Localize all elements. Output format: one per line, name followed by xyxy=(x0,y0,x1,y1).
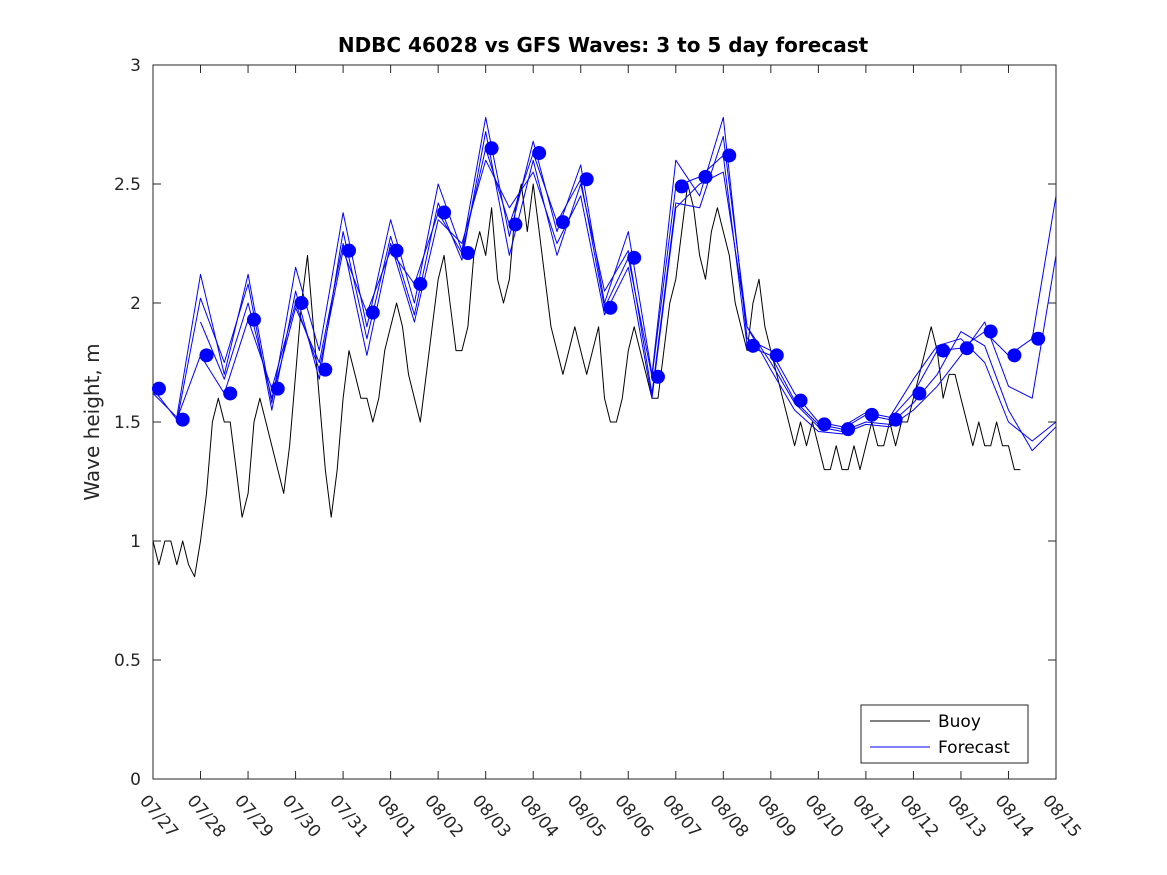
x-tick-label: 07/30 xyxy=(278,791,325,841)
forecast-marker xyxy=(746,338,761,353)
forecast-marker xyxy=(603,300,618,315)
forecast-marker xyxy=(912,386,927,401)
forecast-marker xyxy=(294,296,309,310)
x-tick-label: 08/03 xyxy=(468,791,515,841)
series-line-forecast-2 xyxy=(152,116,1057,442)
forecast-marker xyxy=(342,243,357,258)
x-tick-label: 08/14 xyxy=(991,791,1038,841)
x-tick-label: 07/29 xyxy=(230,791,277,841)
x-tick-label: 08/07 xyxy=(658,791,705,841)
forecast-marker xyxy=(650,369,665,384)
x-tick-label: 08/13 xyxy=(943,791,990,841)
forecast-marker xyxy=(674,179,689,194)
y-tick-label: 2 xyxy=(130,294,141,314)
y-axis-ticks: 0 0.5 1 1.5 2 2.5 3 xyxy=(114,56,1056,790)
x-tick-label: 08/02 xyxy=(420,791,467,841)
forecast-marker xyxy=(532,146,547,161)
chart-title: NDBC 46028 vs GFS Waves: 3 to 5 day fore… xyxy=(338,33,869,57)
forecast-marker xyxy=(936,343,951,358)
forecast-marker xyxy=(199,348,214,363)
forecast-marker xyxy=(460,246,475,261)
forecast-marker xyxy=(175,412,190,427)
legend-label-buoy: Buoy xyxy=(938,712,981,732)
series-line-buoy-0 xyxy=(152,183,1021,578)
forecast-marker xyxy=(769,348,784,363)
forecast-marker xyxy=(270,381,285,396)
forecast-marker xyxy=(841,422,856,437)
legend-box xyxy=(860,704,1029,764)
series-line-forecast-4 xyxy=(200,159,1057,435)
x-tick-label: 08/12 xyxy=(896,791,943,841)
x-tick-label: 08/01 xyxy=(373,791,420,841)
plot-frame xyxy=(152,64,1057,780)
forecast-markers xyxy=(151,141,1046,437)
x-tick-label: 08/06 xyxy=(610,791,657,841)
forecast-marker xyxy=(864,407,879,422)
forecast-marker xyxy=(627,250,642,265)
x-tick-label: 08/11 xyxy=(848,791,895,841)
y-tick-label: 2.5 xyxy=(114,175,141,195)
x-tick-label: 08/08 xyxy=(705,791,752,841)
forecast-marker xyxy=(579,172,594,187)
forecast-marker xyxy=(246,312,261,327)
legend: Buoy Forecast xyxy=(860,704,1029,764)
y-tick-label: 1.5 xyxy=(114,413,141,433)
legend-label-forecast: Forecast xyxy=(938,738,1010,758)
forecast-marker xyxy=(888,412,903,427)
plot-area xyxy=(152,64,1057,780)
series-layer xyxy=(152,116,1057,578)
forecast-marker xyxy=(389,243,404,258)
forecast-marker xyxy=(722,148,737,163)
forecast-marker xyxy=(1031,331,1046,346)
forecast-marker xyxy=(959,341,974,356)
forecast-marker xyxy=(484,141,499,156)
forecast-marker xyxy=(508,217,523,232)
forecast-marker xyxy=(983,324,998,339)
forecast-marker xyxy=(413,276,428,291)
forecast-marker xyxy=(555,215,570,230)
y-tick-label: 1 xyxy=(130,532,141,552)
forecast-marker xyxy=(817,417,832,432)
forecast-marker xyxy=(698,169,713,184)
y-axis-label: Wave height, m xyxy=(80,343,104,500)
y-tick-label: 0 xyxy=(130,770,141,790)
x-tick-label: 08/10 xyxy=(801,791,848,841)
forecast-marker xyxy=(318,362,333,377)
y-tick-label: 3 xyxy=(130,56,141,76)
forecast-marker xyxy=(437,205,452,220)
forecast-marker xyxy=(151,381,166,396)
forecast-marker xyxy=(365,305,380,320)
x-tick-label: 08/09 xyxy=(753,791,800,841)
x-tick-label: 08/04 xyxy=(515,791,562,841)
x-tick-label: 08/15 xyxy=(1038,791,1085,841)
x-tick-label: 07/27 xyxy=(135,791,182,841)
x-tick-label: 07/28 xyxy=(183,791,230,841)
x-tick-label: 07/31 xyxy=(325,791,372,841)
forecast-marker xyxy=(793,393,808,408)
y-tick-label: 0.5 xyxy=(114,651,141,671)
forecast-marker xyxy=(223,386,238,401)
forecast-marker xyxy=(1007,348,1022,363)
series-line-forecast-3 xyxy=(176,131,1057,452)
x-tick-label: 08/05 xyxy=(563,791,610,841)
